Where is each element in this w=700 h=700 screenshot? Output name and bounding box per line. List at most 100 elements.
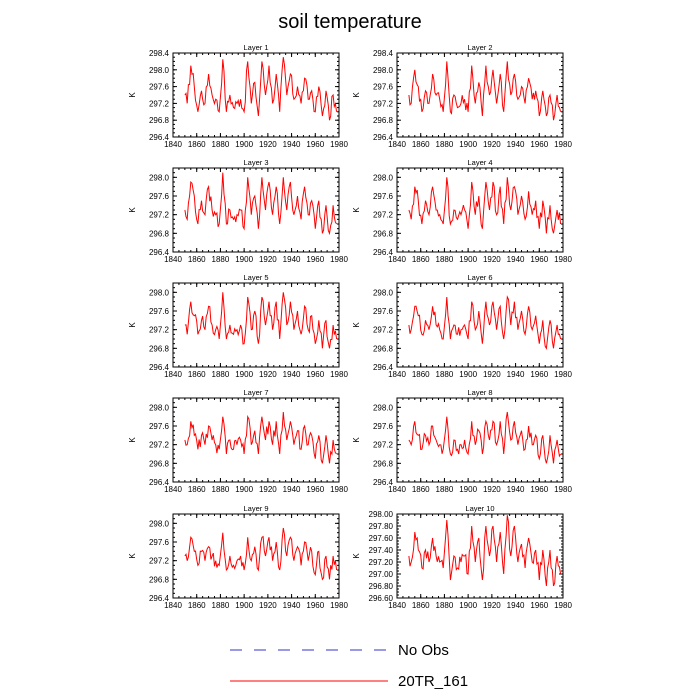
y-axis-label: K — [352, 207, 361, 213]
x-tick-label: 1940 — [507, 601, 525, 610]
x-tick-label: 1920 — [483, 601, 501, 610]
x-tick-label: 1880 — [212, 601, 230, 610]
x-tick-label: 1840 — [388, 370, 406, 379]
x-tick-label: 1860 — [412, 485, 430, 494]
x-tick-label: 1840 — [388, 485, 406, 494]
x-tick-label: 1860 — [412, 140, 430, 149]
panel-title: Layer 2 — [467, 43, 492, 52]
x-tick-label: 1980 — [554, 370, 572, 379]
x-tick-label: 1940 — [507, 485, 525, 494]
y-tick-label: 296.4 — [373, 248, 394, 257]
x-tick-label: 1920 — [259, 370, 277, 379]
panel-layer-4: Layer 4 K 1840 1860 1880 1900 1920 1940 1960 1980… — [352, 158, 572, 264]
x-tick-label: 1840 — [164, 255, 182, 264]
legend-obs-label: No Obs — [398, 642, 449, 659]
y-axis-label: K — [352, 437, 361, 443]
x-tick-label: 1840 — [164, 485, 182, 494]
y-tick-label: 296.4 — [149, 594, 170, 603]
y-tick-label: 298.0 — [149, 66, 170, 75]
x-tick-label: 1980 — [554, 601, 572, 610]
y-tick-label: 297.6 — [373, 83, 394, 92]
x-tick-label: 1840 — [164, 140, 182, 149]
series-line-20TR_161 — [408, 61, 562, 121]
x-tick-label: 1900 — [459, 485, 477, 494]
x-tick-label: 1900 — [235, 370, 253, 379]
x-tick-label: 1840 — [388, 601, 406, 610]
y-tick-label: 297.2 — [373, 326, 394, 335]
x-tick-label: 1980 — [554, 140, 572, 149]
panel-title: Layer 8 — [467, 388, 492, 397]
x-tick-label: 1900 — [459, 255, 477, 264]
panel-layer-2: Layer 2 K 1840 1860 1880 1900 1920 1940 1960 1980… — [352, 43, 572, 149]
panel-layer-10: Layer 10 K 1840 1860 1880 1900 1920 1940 1960 198… — [352, 504, 572, 610]
y-tick-label: 296.8 — [149, 229, 170, 238]
y-tick-label: 296.8 — [373, 459, 394, 468]
x-tick-label: 1900 — [235, 255, 253, 264]
y-tick-label: 297.6 — [373, 422, 394, 431]
x-tick-label: 1980 — [330, 255, 348, 264]
series-line-20TR_161 — [184, 57, 338, 121]
y-tick-label: 298.0 — [149, 173, 170, 182]
y-tick-label: 296.8 — [149, 116, 170, 125]
y-axis-label: K — [128, 322, 137, 328]
x-tick-label: 1880 — [212, 255, 230, 264]
y-tick-label: 298.0 — [149, 288, 170, 297]
y-tick-label: 296.8 — [373, 344, 394, 353]
x-tick-label: 1960 — [530, 255, 548, 264]
series-line-20TR_161 — [408, 411, 562, 464]
x-tick-label: 1920 — [259, 485, 277, 494]
y-tick-label: 297.40 — [369, 546, 394, 555]
x-tick-label: 1920 — [259, 140, 277, 149]
x-tick-label: 1940 — [507, 370, 525, 379]
x-tick-label: 1900 — [235, 601, 253, 610]
y-tick-label: 297.2 — [373, 99, 394, 108]
x-tick-label: 1840 — [388, 140, 406, 149]
panel-title: Layer 3 — [243, 158, 268, 167]
y-tick-label: 296.4 — [149, 478, 170, 487]
y-tick-label: 296.60 — [369, 594, 394, 603]
x-tick-label: 1860 — [412, 601, 430, 610]
y-tick-label: 297.6 — [149, 538, 170, 547]
y-tick-label: 296.4 — [149, 363, 170, 372]
panel-layer-5: Layer 5 K 1840 1860 1880 1900 1920 1940 1960 1980… — [128, 273, 348, 379]
x-tick-label: 1900 — [459, 370, 477, 379]
x-tick-label: 1880 — [212, 370, 230, 379]
x-tick-label: 1980 — [330, 140, 348, 149]
y-tick-label: 296.4 — [149, 133, 170, 142]
y-tick-label: 296.8 — [149, 459, 170, 468]
x-tick-label: 1940 — [283, 140, 301, 149]
x-tick-label: 1840 — [388, 255, 406, 264]
y-tick-label: 298.0 — [373, 288, 394, 297]
y-axis-label: K — [128, 437, 137, 443]
x-tick-label: 1900 — [459, 140, 477, 149]
panel-title: Layer 6 — [467, 273, 492, 282]
panel-title: Layer 9 — [243, 504, 268, 513]
series-line-20TR_161 — [184, 172, 338, 236]
y-axis-label: K — [352, 553, 361, 559]
x-tick-label: 1860 — [188, 485, 206, 494]
series-line-20TR_161 — [408, 515, 562, 587]
panel-layer-6: Layer 6 K 1840 1860 1880 1900 1920 1940 1960 1980… — [352, 273, 572, 379]
panel-layer-3: Layer 3 K 1840 1860 1880 1900 1920 1940 1960 1980… — [128, 158, 348, 264]
x-tick-label: 1940 — [507, 255, 525, 264]
y-tick-label: 297.2 — [373, 441, 394, 450]
panel-layer-1: Layer 1 K 1840 1860 1880 1900 1920 1940 1960 1980… — [128, 43, 348, 149]
y-tick-label: 296.4 — [373, 133, 394, 142]
panel-title: Layer 7 — [243, 388, 268, 397]
x-tick-label: 1940 — [283, 370, 301, 379]
y-tick-label: 297.2 — [373, 211, 394, 220]
panel-title: Layer 1 — [243, 43, 268, 52]
y-axis-label: K — [128, 553, 137, 559]
x-tick-label: 1880 — [436, 601, 454, 610]
x-tick-label: 1960 — [306, 601, 324, 610]
x-tick-label: 1960 — [306, 255, 324, 264]
x-tick-label: 1960 — [530, 601, 548, 610]
x-tick-label: 1920 — [483, 370, 501, 379]
x-tick-label: 1960 — [306, 485, 324, 494]
y-tick-label: 297.00 — [369, 570, 394, 579]
y-tick-label: 298.0 — [149, 403, 170, 412]
series-line-20TR_161 — [184, 292, 338, 349]
x-tick-label: 1860 — [412, 255, 430, 264]
plot-frame — [396, 397, 564, 483]
